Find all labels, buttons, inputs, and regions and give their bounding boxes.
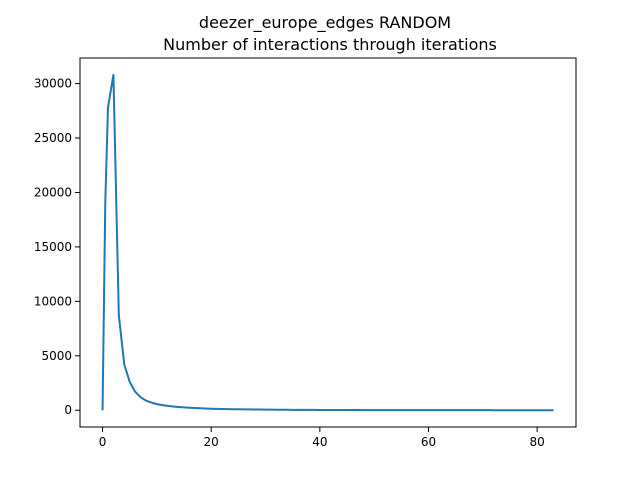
x-tick-label: 40 [312,435,327,449]
chart-title: deezer_europe_edges RANDOM [199,13,451,33]
plot-line-layer [101,73,554,412]
y-tick-label: 0 [64,403,72,417]
y-tick-label: 25000 [34,131,72,145]
x-tick-label: 20 [204,435,219,449]
x-axis: 0 20 40 60 80 [99,427,545,449]
chart-subtitle: Number of interactions through iteration… [163,35,497,54]
y-tick-label: 20000 [34,185,72,199]
series-line-0 [101,73,554,412]
y-tick-label: 5000 [41,349,72,363]
x-tick-label: 0 [99,435,107,449]
y-tick-label: 30000 [34,77,72,91]
plot-frame [79,57,577,428]
x-tick-label: 60 [421,435,436,449]
x-tick-label: 80 [530,435,545,449]
y-axis: 0 5000 10000 15000 20000 25000 30000 [34,77,80,417]
y-tick-label: 15000 [34,240,72,254]
y-tick-label: 10000 [34,294,72,308]
